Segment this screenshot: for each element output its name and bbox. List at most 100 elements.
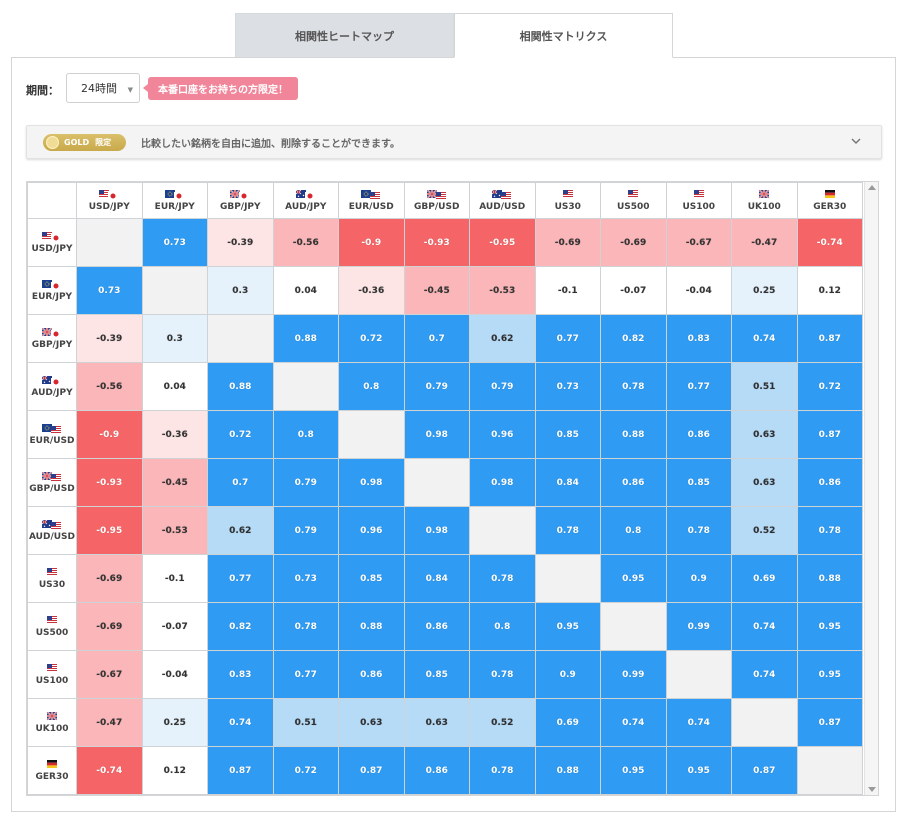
matrix-cell: 0.78 [469,650,536,699]
flag-icon [295,189,316,200]
matrix-cell: -0.74 [796,218,863,267]
correlation-value: 0.84 [556,477,579,488]
gold-feature-bar[interactable]: GOLD 限定 比較したい銘柄を自由に追加、削除することができます。 [26,125,882,159]
correlation-value: 0.98 [425,429,448,440]
correlation-value: 0.73 [556,381,579,392]
correlation-value: -0.69 [96,621,123,632]
correlation-value: 0.63 [753,429,776,440]
correlation-value: 0.73 [294,573,317,584]
correlation-value: 0.87 [360,765,383,776]
matrix-cell: -0.95 [76,506,143,555]
correlation-value: -0.04 [161,669,188,680]
matrix-cell: 0.74 [731,602,798,651]
matrix-cell: 0.87 [796,698,863,747]
correlation-value: 0.82 [229,621,252,632]
correlation-value: 0.98 [491,477,514,488]
correlation-value: 0.87 [818,429,841,440]
matrix-cell: 0.98 [403,410,470,459]
correlation-value: 0.83 [687,333,710,344]
matrix-cell: 0.7 [403,314,470,363]
column-header-label: GER30 [813,201,847,212]
matrix-cell: 0.95 [600,746,667,795]
matrix-cell: 0.77 [534,314,601,363]
correlation-value: -0.45 [423,285,450,296]
matrix-row: USD/JPY 0.73 -0.39 -0.56 -0.9 -0.93 -0.95 -0.69… [27,218,863,267]
column-header-label: GBP/USD [414,201,460,212]
correlation-value: 0.99 [687,621,710,632]
flag-icon [689,189,709,199]
matrix-cell: 0.77 [207,554,274,603]
matrix-cell: 0.3 [141,314,208,363]
matrix-cell: -0.04 [665,266,732,315]
row-header-label: US500 [35,627,69,638]
row-header-label: AUD/JPY [31,387,73,398]
scroll-down-arrow-icon[interactable] [868,787,876,792]
matrix-row: US500 -0.69 -0.07 0.82 0.78 0.88 0.86 0.8 0.95 0.… [27,602,863,651]
chevron-down-icon[interactable] [851,136,861,146]
period-select[interactable]: 24時間 ▼ [66,73,140,103]
correlation-value: 0.86 [425,765,448,776]
matrix-cell-diagonal [403,458,470,507]
matrix-cell: -0.39 [207,218,274,267]
matrix-row: AUD/JPY -0.56 0.04 0.88 0.8 0.79 0.79 0.73 0.78 0… [27,362,863,411]
correlation-value: 0.9 [690,573,707,584]
matrix-cell: -0.67 [76,650,143,699]
vertical-scrollbar[interactable] [864,182,878,795]
correlation-value: 0.88 [622,429,645,440]
flag-icon [42,231,62,242]
matrix-cell: 0.86 [403,746,470,795]
matrix-cell: 0.85 [534,410,601,459]
row-header-label: EUR/JPY [31,291,73,302]
matrix-table: USD/JPY EUR/JPY GBP/JPY AUD/JPY EUR/USD GBP/U… [27,182,863,795]
matrix-corner [27,182,77,219]
matrix-cell: 0.77 [272,650,339,699]
flag-icon [41,326,62,338]
matrix-cell: 0.3 [207,266,274,315]
flag-icon [42,615,62,625]
correlation-value: -0.69 [554,237,581,248]
tab-matrix[interactable]: 相関性マトリクス [454,13,673,58]
correlation-value: 0.25 [753,285,776,296]
column-header-eur-jpy: EUR/JPY [141,182,208,219]
column-header-us30: US30 [534,182,601,219]
matrix-cell-diagonal [76,218,143,267]
correlation-value: 0.96 [360,525,383,536]
tab-heatmap[interactable]: 相関性ヒートマップ [235,13,454,58]
matrix-cell: 0.84 [534,458,601,507]
matrix-cell: 0.95 [796,650,863,699]
row-header-gbp-usd: GBP/USD [27,458,77,507]
matrix-row: US100 -0.67 -0.04 0.83 0.77 0.86 0.85 0.78 0.9 0.… [27,650,863,699]
matrix-cell: -0.39 [76,314,143,363]
column-header-label: US100 [682,201,716,212]
matrix-cell: 0.86 [796,458,863,507]
matrix-row: US30 -0.69 -0.1 0.77 0.73 0.85 0.84 0.78 0.95 0.9… [27,554,863,603]
live-account-badge: 本番口座をお持ちの方限定！ [143,77,298,100]
correlation-value: 0.78 [491,765,514,776]
correlation-value: 0.87 [818,717,841,728]
gold-message: 比較したい銘柄を自由に追加、削除することができます。 [141,138,400,150]
scroll-up-arrow-icon[interactable] [868,185,876,190]
flag-icon [426,188,447,200]
flag-icon [41,519,62,530]
matrix-cell: 0.25 [731,266,798,315]
period-label: 期間： [26,84,59,97]
column-header-aud-jpy: AUD/JPY [272,182,339,219]
matrix-cell: -0.53 [469,266,536,315]
matrix-cell: 0.79 [272,458,339,507]
matrix-cell: 0.87 [731,746,798,795]
correlation-value: 0.63 [425,717,448,728]
matrix-cell: 0.87 [338,746,405,795]
column-header-label: USD/JPY [88,201,130,212]
correlation-value: 0.78 [818,525,841,536]
matrix-cell: 0.12 [796,266,863,315]
flag-icon [492,189,512,200]
flag-icon [164,189,185,200]
column-header-label: AUD/USD [479,201,526,212]
matrix-cell: 0.88 [600,410,667,459]
correlation-value: 0.79 [294,477,317,488]
correlation-value: 0.78 [622,381,645,392]
column-header-label: US30 [554,201,581,212]
correlation-matrix: USD/JPY EUR/JPY GBP/JPY AUD/JPY EUR/USD GBP/U… [26,181,879,796]
correlation-value: -0.1 [164,573,185,584]
matrix-cell: 0.98 [469,458,536,507]
